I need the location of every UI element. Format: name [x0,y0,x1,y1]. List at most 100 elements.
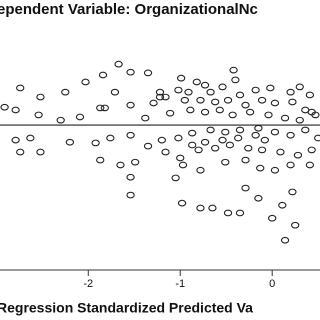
data-point [141,114,150,122]
data-point [206,126,215,134]
data-point [257,96,267,104]
data-point [81,78,90,86]
data-point [257,146,267,154]
data-point [235,91,245,99]
data-point [208,204,217,212]
data-point [241,156,250,164]
data-point [75,113,85,121]
x-axis-label: Regression Standardized Predicted Va [0,300,253,316]
data-point [286,131,295,139]
data-point [288,188,297,196]
data-point [280,236,290,244]
data-point [56,116,65,124]
data-point [180,96,189,104]
data-point [184,88,193,96]
data-point [65,138,75,146]
data-point [268,214,277,222]
data-point [221,128,230,136]
data-point [11,136,20,144]
data-point [98,71,108,79]
x-tick-label: 0 [269,278,275,290]
data-point [192,78,201,86]
data-point [91,139,100,147]
data-point [245,108,255,116]
data-point [295,116,304,124]
data-point [196,166,205,174]
data-point [126,173,135,181]
x-tick-label: -2 [83,278,93,290]
data-point [305,161,315,169]
data-point [171,174,180,182]
data-point [270,128,280,136]
data-point [196,204,205,212]
data-point [0,103,9,111]
data-point [36,148,45,156]
data-point [188,141,197,149]
data-point [176,154,185,162]
data-point [206,88,215,96]
data-point [286,88,295,96]
data-point [223,96,233,104]
data-point [280,114,290,122]
data-point [176,74,186,82]
data-point [157,136,166,144]
data-point [100,104,109,112]
data-point [295,83,304,91]
data-point [143,142,153,150]
data-point [11,106,20,114]
data-point [211,144,220,152]
data-point [143,69,153,77]
data-point [116,161,125,169]
data-point [288,98,297,106]
data-point [200,108,210,116]
data-point [241,101,250,109]
data-point [293,151,303,159]
data-point [131,158,140,166]
data-point [200,81,210,89]
data-point [307,108,316,116]
data-point [34,111,43,119]
data-point [126,131,135,139]
data-point [174,134,183,142]
data-point [301,126,310,134]
data-point [251,131,260,139]
data-point [286,161,295,169]
data-point [228,111,237,119]
data-point [16,148,25,156]
data-point [235,209,245,217]
data-point [244,144,253,152]
x-tick-label: -1 [175,278,185,290]
data-point [96,104,105,112]
data-point [161,93,170,101]
data-point [291,221,300,229]
data-point [106,134,115,142]
data-point [211,98,220,106]
data-point [266,84,275,92]
data-point [256,164,265,172]
data-point [165,109,175,117]
data-point [305,91,315,99]
data-point [110,88,120,96]
data-point [235,126,245,134]
data-point [260,136,269,144]
data-point [26,134,35,142]
data-point [218,83,227,91]
data-point [126,101,135,109]
data-point [174,86,183,94]
data-point [114,60,123,68]
data-point [126,191,135,199]
data-point [194,146,203,154]
data-point [215,106,224,114]
chart-title: ependent Variable: OrganizationalNc [0,1,258,18]
data-point [270,166,280,174]
data-point [241,184,250,192]
data-point [36,93,45,101]
data-point [177,199,187,207]
data-point [270,99,280,107]
data-point [221,158,230,166]
data-point [307,146,316,154]
data-point [234,134,243,142]
data-point [96,156,105,164]
